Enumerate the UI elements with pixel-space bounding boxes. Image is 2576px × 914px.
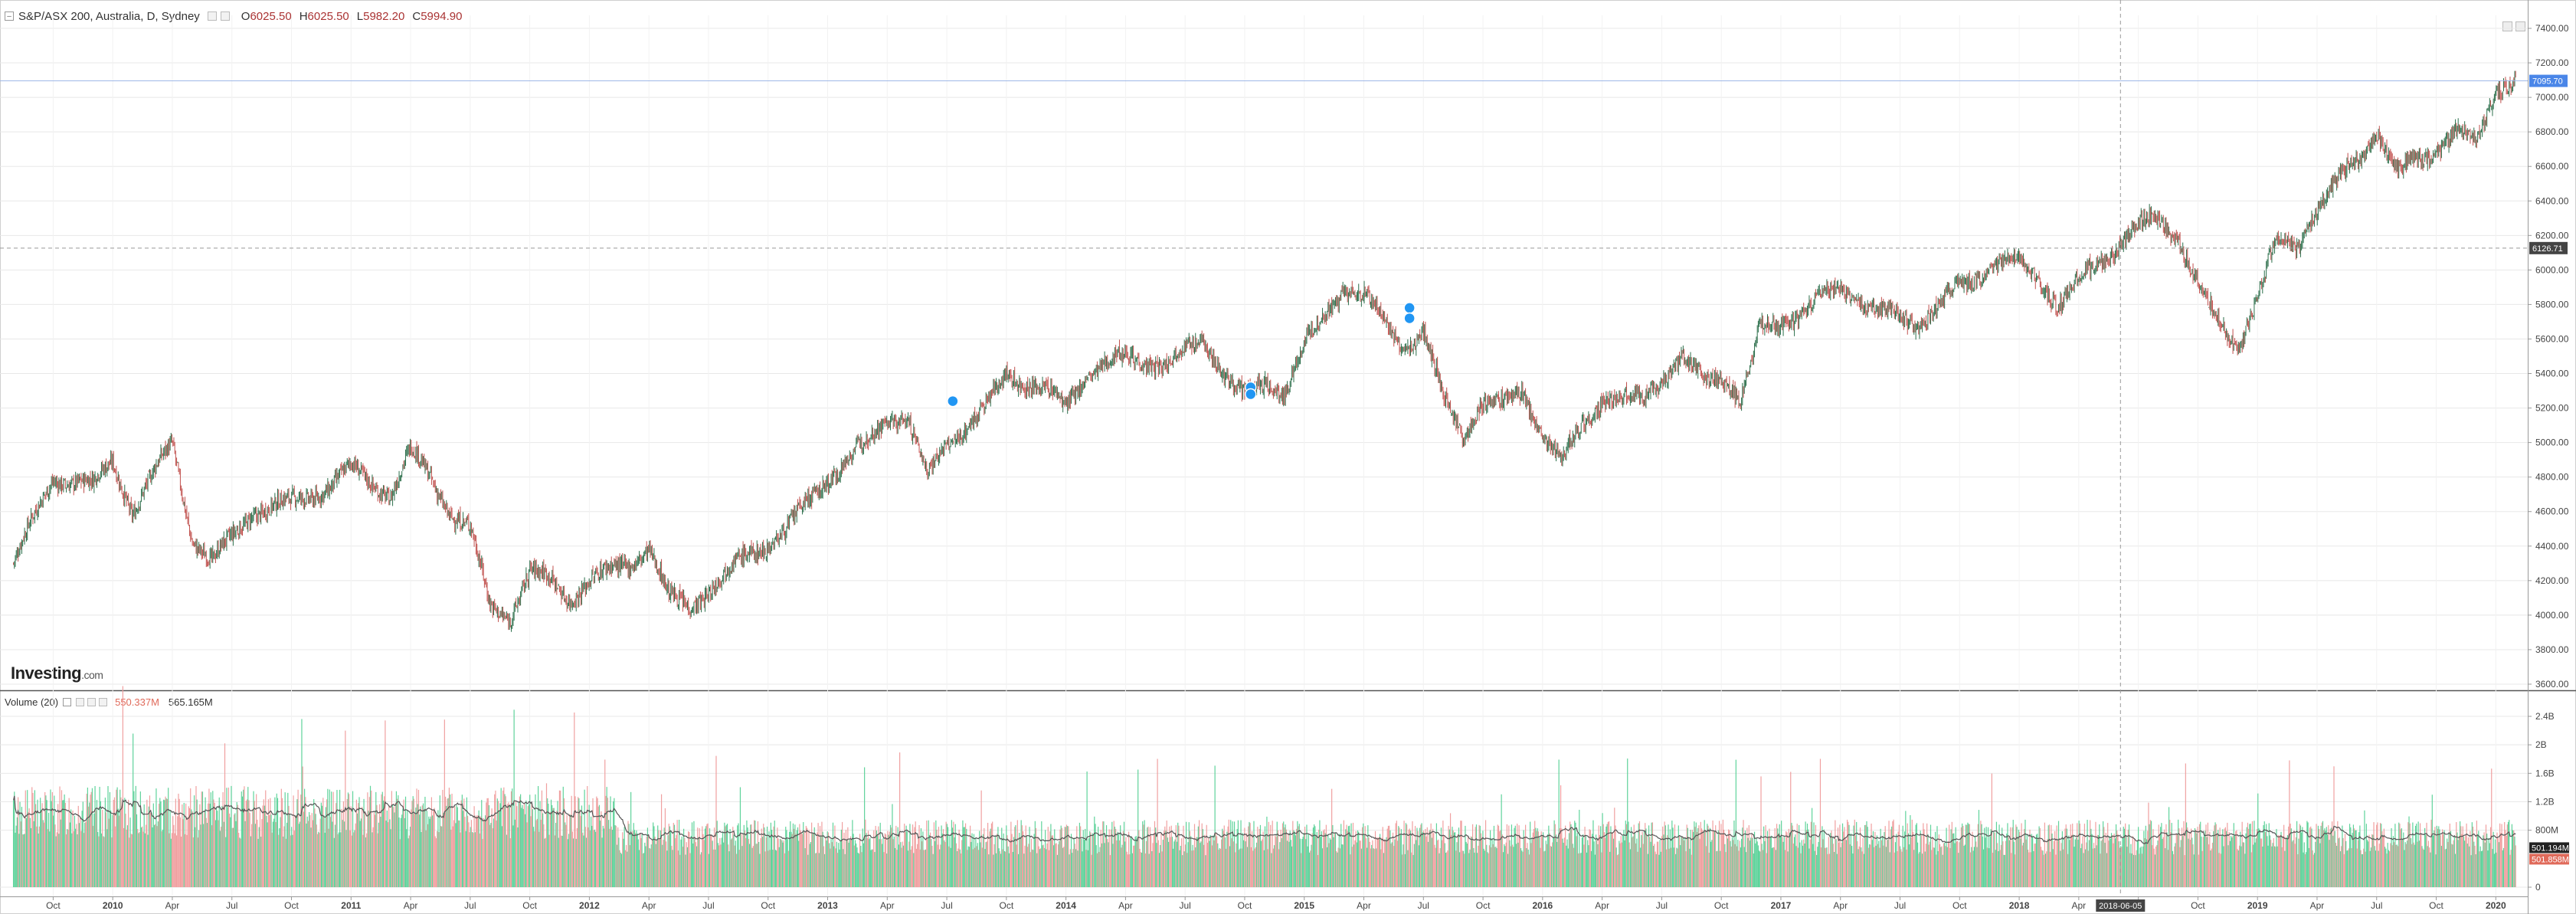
volume-title: Volume (20) [5,696,59,708]
volume-value: 550.337M [115,696,159,708]
time-tick-label: Oct [1952,900,1967,911]
time-tick-label: 2020 [2486,900,2506,911]
volume-tick-label: 0 [2535,882,2541,893]
time-tick-label: Oct [2429,900,2443,911]
close-label: C [412,9,421,23]
price-tick-label: 6200.00 [2535,230,2569,241]
candles-group [13,70,2516,632]
time-tick-label: 2010 [103,900,123,911]
time-tick-label: Jul [2371,900,2382,911]
time-tick-label: Oct [1000,900,1014,911]
time-tick-label: 2011 [341,900,361,911]
price-tick-label: 5400.00 [2535,369,2569,379]
price-tick-label: 6400.00 [2535,195,2569,206]
time-tick-label: Apr [1357,900,1371,911]
volume-bars-group [12,686,2516,887]
price-tick-label: 4800.00 [2535,472,2569,483]
time-tick-label: Oct [1714,900,1729,911]
restore-icon[interactable] [2515,21,2525,31]
price-tick-label: 3800.00 [2535,644,2569,655]
volume-settings-icon[interactable] [76,697,85,706]
price-tick-label: 3600.00 [2535,679,2569,690]
time-tick-label: 2013 [817,900,838,911]
time-tick-label: Jul [1894,900,1906,911]
high-value: 6025.50 [307,9,349,23]
price-tick-label: 5000.00 [2535,437,2569,448]
pane-controls [2502,21,2525,31]
time-tick-label: Oct [2191,900,2205,911]
close-value: 5994.90 [421,9,463,23]
time-tick-label: Apr [404,900,418,911]
price-tick-label: 7200.00 [2535,57,2569,68]
time-tick-label: Apr [880,900,895,911]
time-tick-label: Oct [1238,900,1252,911]
time-tick-label: Oct [522,900,537,911]
time-tick-label: 2018 [2009,900,2030,911]
time-tick-label: Oct [284,900,299,911]
price-tick-label: 4400.00 [2535,541,2569,552]
time-tick-label: Jul [702,900,714,911]
maximize-icon[interactable] [2502,21,2512,31]
time-tick-label: Jul [464,900,476,911]
time-tick-label: Apr [2310,900,2325,911]
time-tick-label: 2019 [2247,900,2268,911]
price-tick-label: 7000.00 [2535,92,2569,103]
volume-collapse-icon[interactable] [63,697,72,706]
price-tick-label: 5200.00 [2535,403,2569,414]
instrument-title: S&P/ASX 200, Australia, D, Sydney [18,9,200,23]
price-tick-label: 6800.00 [2535,126,2569,137]
time-tick-label: Oct [761,900,775,911]
price-tick-label: 6600.00 [2535,161,2569,172]
volume-tick-label: 2B [2535,739,2547,750]
time-tick-label: Oct [46,900,61,911]
open-value: 6025.50 [250,9,292,23]
price-tick-label: 5800.00 [2535,299,2569,310]
close-icon[interactable] [220,11,230,21]
volume-header: Volume (20) 550.337M 565.165M [5,694,213,709]
volume-tick-label: 1.6B [2535,768,2555,778]
volume-tick-label: 800M [2535,825,2558,836]
time-tick-label: Jul [1180,900,1191,911]
time-tick-label: 2017 [1771,900,1792,911]
time-tick-label: Apr [1118,900,1133,911]
volume-close-icon[interactable] [87,697,97,706]
price-tick-label: 5600.00 [2535,333,2569,344]
time-tick-label: Oct [1476,900,1491,911]
time-tick-label: Apr [642,900,656,911]
time-tick-label: 2016 [1533,900,1553,911]
time-tick-label: Jul [941,900,952,911]
time-tick-label: Jul [226,900,237,911]
time-tick-label: Apr [2072,900,2087,911]
investing-logo: Investing.com [11,663,103,683]
time-tick-label: Jul [1656,900,1668,911]
low-value: 5982.20 [363,9,405,23]
time-tick-label: Jul [1418,900,1429,911]
open-label: O [241,9,250,23]
time-tick-label: Apr [1595,900,1609,911]
time-tick-label: Apr [1833,900,1848,911]
volume-more-icon[interactable] [99,697,108,706]
collapse-icon[interactable]: – [5,11,14,21]
chart-header: – S&P/ASX 200, Australia, D, Sydney O 602… [5,8,462,25]
price-tick-label: 4600.00 [2535,506,2569,517]
time-tick-label: 2014 [1056,900,1076,911]
price-tick-label: 4200.00 [2535,575,2569,586]
time-tick-label: 2015 [1294,900,1314,911]
price-tick-label: 7400.00 [2535,23,2569,34]
low-label: L [356,9,364,23]
high-label: H [299,9,308,23]
volume-tick-label: 2.4B [2535,711,2555,722]
price-tick-label: 6000.00 [2535,264,2569,275]
volume-ma-value: 565.165M [168,696,213,708]
time-tick-label: Apr [165,900,180,911]
price-tick-label: 4000.00 [2535,610,2569,621]
volume-tick-label: 1.2B [2535,797,2555,808]
settings-icon[interactable] [207,11,217,21]
time-tick-label: 2012 [579,900,600,911]
